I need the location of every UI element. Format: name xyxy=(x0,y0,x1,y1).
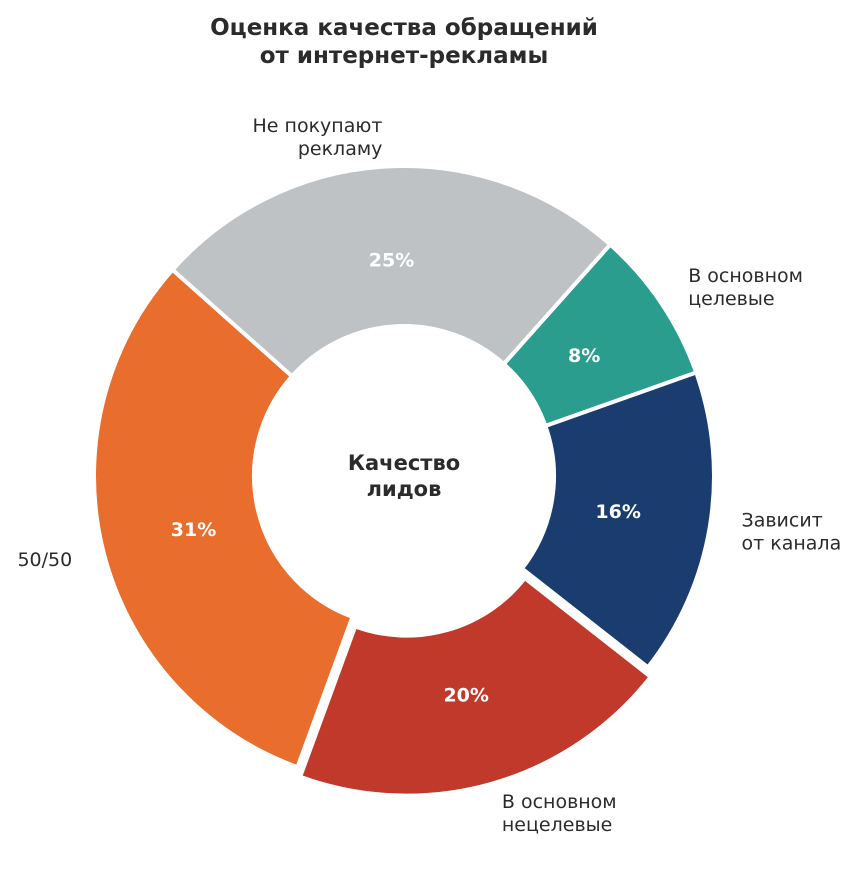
slice-label-2-line-1: нецелевые xyxy=(502,814,612,836)
slice-1 xyxy=(519,369,716,671)
slice-label-4-line-1: рекламу xyxy=(298,138,383,160)
center-label-line-1: Качество xyxy=(348,451,460,475)
pct-label-1: 16% xyxy=(595,501,640,523)
slice-label-0-line-1: целевые xyxy=(688,288,774,310)
slice-label-4-line-0: Не покупают xyxy=(253,115,383,137)
slice-label-0-line-0: В основном xyxy=(688,265,803,287)
slice-label-2-line-0: В основном xyxy=(502,791,617,813)
chart-title-line-1: Оценка качества обращений xyxy=(210,15,598,41)
pct-label-0: 8% xyxy=(568,345,600,367)
center-label-line-2: лидов xyxy=(367,477,442,501)
slice-label-1-line-1: от канала xyxy=(742,532,842,554)
pct-label-2: 20% xyxy=(443,684,488,706)
slice-label-3-line-0: 50/50 xyxy=(17,549,72,571)
pct-label-4: 25% xyxy=(369,249,414,271)
pct-label-3: 31% xyxy=(171,519,216,541)
slice-2 xyxy=(297,575,654,798)
chart-title-line-2: от интернет-рекламы xyxy=(260,43,549,69)
slice-label-1-line-0: Зависит xyxy=(742,509,823,531)
slice-4 xyxy=(169,164,614,380)
slice-3 xyxy=(92,266,356,770)
